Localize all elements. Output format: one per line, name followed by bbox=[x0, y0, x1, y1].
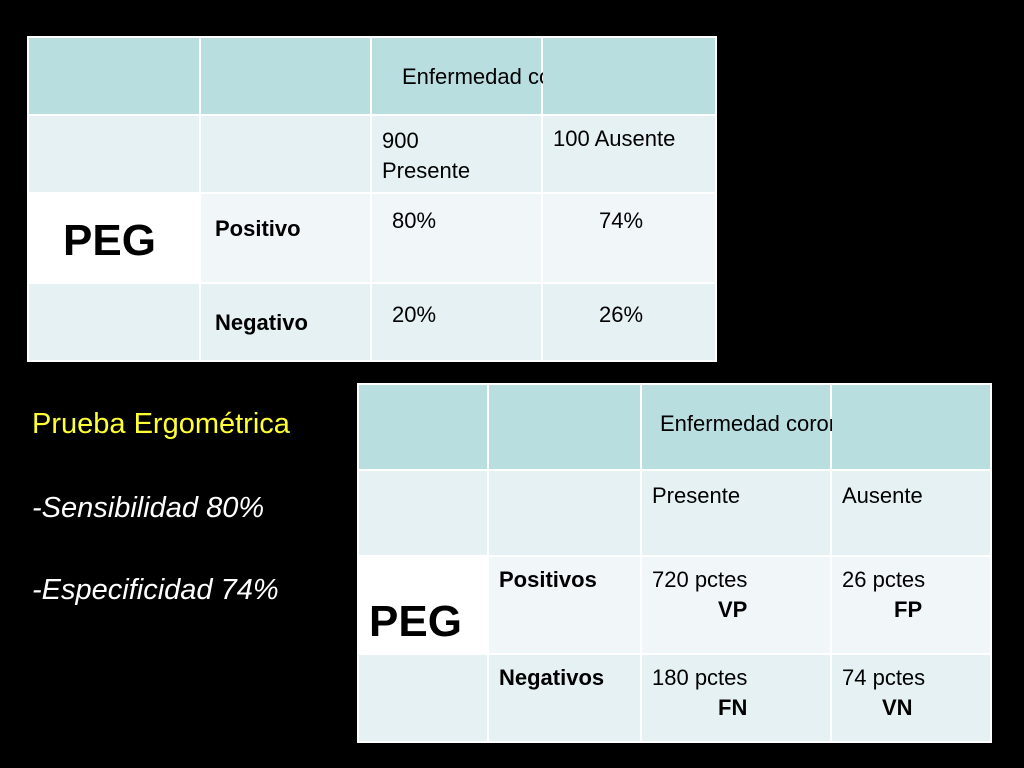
table2-col-present-cell: Presente bbox=[640, 469, 832, 557]
table1-row2-label: Negativo bbox=[215, 310, 308, 335]
table1-row1-absent-cell: 74% bbox=[541, 192, 717, 284]
table1-col-present: 900 Presente bbox=[382, 128, 471, 183]
table2-empty-cell bbox=[357, 469, 489, 557]
table2-row1-absent: 26 pctes bbox=[842, 567, 926, 592]
table2-empty-cell-2 bbox=[487, 469, 642, 557]
table2-header-cell-2 bbox=[830, 383, 992, 471]
table2-col-absent-cell: Ausente bbox=[830, 469, 992, 557]
table2-row2-present-cell: 180 pctes FN bbox=[640, 653, 832, 743]
table1-corner-cell bbox=[27, 36, 201, 116]
side-sensitivity: -Sensibilidad 80% bbox=[32, 492, 265, 524]
table2-row1-label: Positivos bbox=[499, 567, 597, 592]
table2-row1-absent-cell: 26 pctes FP bbox=[830, 555, 992, 655]
table2-col-absent: Ausente bbox=[842, 483, 923, 508]
table1-row2-empty-cell bbox=[27, 282, 201, 362]
table2-row2-present: 180 pctes bbox=[652, 665, 748, 690]
table1-row2-present-cell: 20% bbox=[370, 282, 543, 362]
table1-row2-absent-cell: 26% bbox=[541, 282, 717, 362]
table2-row2-absent: 74 pctes bbox=[842, 665, 926, 690]
table2-corner-cell-2 bbox=[487, 383, 642, 471]
table1-header-cell-2 bbox=[541, 36, 717, 116]
table1-col-absent: 100 Ausente bbox=[553, 126, 676, 151]
table1-col-absent-cell: 100 Ausente bbox=[541, 114, 717, 194]
table2-row2-label-cell: Negativos bbox=[487, 653, 642, 743]
table1-peg-cell: PEG bbox=[27, 192, 201, 284]
table1-row-label: PEG bbox=[63, 216, 156, 265]
table2-row2-label: Negativos bbox=[499, 665, 605, 690]
table2-peg-cell: PEG bbox=[357, 555, 489, 655]
table1-row1-label: Positivo bbox=[215, 216, 301, 241]
table2-row1-absent-code: FP bbox=[894, 597, 923, 622]
table1-row1-absent: 74% bbox=[599, 208, 644, 233]
table1-empty-cell-2 bbox=[199, 114, 372, 194]
table2-row2-empty-cell bbox=[357, 653, 489, 743]
side-specificity: -Especificidad 74% bbox=[32, 574, 279, 606]
table-incidence-percentages: Enfermedad coronaria 900 Presente 100 Au… bbox=[27, 36, 717, 362]
table2-row-label: PEG bbox=[369, 597, 462, 646]
table2-header-cell: Enfermedad coronaria bbox=[640, 383, 878, 471]
table2-row2-absent-code: VN bbox=[882, 695, 913, 720]
table2-row2-present-code: FN bbox=[718, 695, 748, 720]
table-patient-counts: Enfermedad coronaria Presente Ausente PE… bbox=[357, 383, 992, 743]
table2-row1-present: 720 pctes bbox=[652, 567, 748, 592]
table1-header-cell: Enfermedad coronaria bbox=[370, 36, 620, 116]
table1-corner-cell-2 bbox=[199, 36, 372, 116]
table2-row1-present-cell: 720 pctes VP bbox=[640, 555, 832, 655]
table2-row1-label-cell: Positivos bbox=[487, 555, 642, 655]
table1-row1-label-cell: Positivo bbox=[199, 192, 372, 284]
table2-corner-cell bbox=[357, 383, 489, 471]
table1-row2-present: 20% bbox=[392, 302, 437, 327]
side-title: Prueba Ergométrica bbox=[32, 408, 290, 440]
table2-row2-absent-cell: 74 pctes VN bbox=[830, 653, 992, 743]
table1-col-present-cell: 900 Presente bbox=[370, 114, 543, 194]
table1-row2-label-cell: Negativo bbox=[199, 282, 372, 362]
table1-row1-present-cell: 80% bbox=[370, 192, 543, 284]
table1-row1-present: 80% bbox=[392, 208, 437, 233]
table1-empty-cell bbox=[27, 114, 201, 194]
table2-col-present: Presente bbox=[652, 483, 741, 508]
table1-row2-absent: 26% bbox=[599, 302, 644, 327]
table2-row1-present-code: VP bbox=[718, 597, 748, 622]
